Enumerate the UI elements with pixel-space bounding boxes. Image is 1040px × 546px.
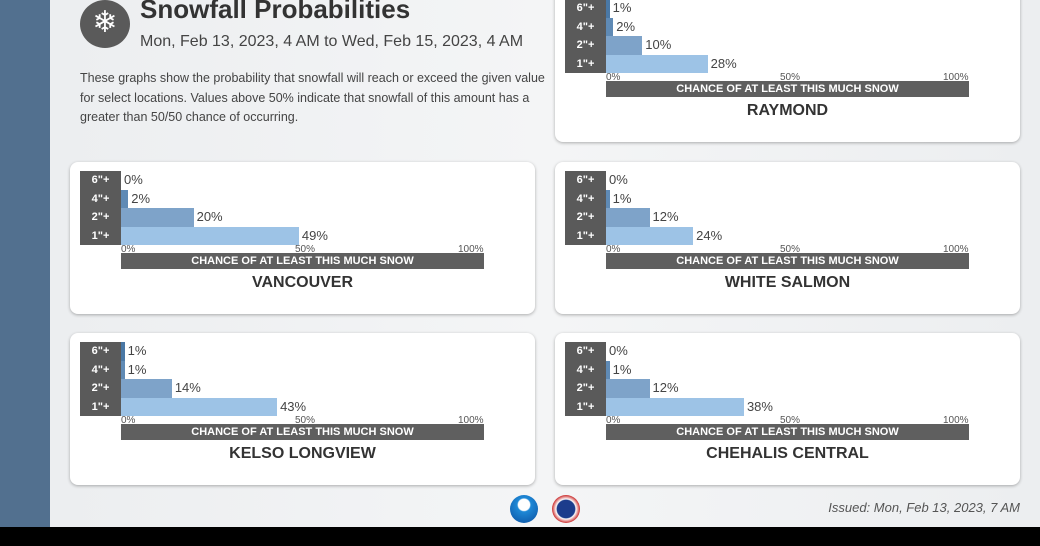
category-label: 4"+	[565, 360, 606, 379]
location-name: CHEHALIS CENTRAL	[706, 445, 869, 462]
location-name: KELSO LONGVIEW	[229, 445, 376, 462]
tick-label: 100%	[458, 415, 484, 426]
category-label: 1"+	[80, 226, 121, 245]
bar	[606, 54, 708, 73]
tick-label: 50%	[780, 72, 801, 83]
bar	[121, 208, 194, 227]
value-label: 20%	[196, 209, 223, 224]
category-label: 4"+	[565, 189, 606, 208]
category-label: 2"+	[565, 208, 606, 227]
tick-label: 100%	[458, 244, 484, 255]
value-label: 38%	[746, 398, 773, 414]
issued-timestamp: Issued: Mon, Feb 13, 2023, 7 AM	[828, 500, 1020, 515]
chart-panel: 6"+ 1% 4"+ 1% 2"+ 14% 1"+ 43% 0% 50% 100% CHANCE OF…	[70, 333, 535, 485]
bar	[606, 17, 614, 36]
value-label: 0%	[609, 343, 628, 358]
category-label: 2"+	[565, 36, 606, 55]
category-label: 6"+	[565, 171, 606, 190]
tick-label: 50%	[780, 244, 801, 255]
chart-panel: 6"+ 0% 4"+ 1% 2"+ 12% 1"+ 38% 0% 50% 100% CHANCE OF…	[555, 333, 1020, 485]
chart-panel: 6"+ 0% 4"+ 2% 2"+ 20% 1"+ 49% 0% 50% 100% CHANCE OF…	[70, 162, 535, 314]
bar	[606, 36, 643, 55]
page-title: Snowfall Probabilities	[140, 0, 411, 24]
value-label: 49%	[301, 227, 328, 243]
tick-label: 50%	[780, 415, 801, 426]
bar	[606, 226, 694, 245]
category-label: 1"+	[565, 54, 606, 73]
value-label: 1%	[612, 361, 632, 377]
category-label: 6"+	[565, 0, 606, 18]
category-label: 6"+	[80, 342, 121, 361]
value-label: 10%	[645, 37, 672, 52]
value-label: 24%	[696, 227, 723, 243]
bar	[606, 189, 610, 208]
description: These graphs show the probability that s…	[80, 71, 545, 124]
value-label: 14%	[174, 380, 201, 395]
bar	[606, 0, 610, 18]
bar	[121, 226, 299, 245]
location-name: WHITE SALMON	[724, 274, 851, 291]
bar	[606, 360, 610, 379]
bar	[121, 360, 125, 379]
bar	[121, 342, 125, 361]
date-range: Mon, Feb 13, 2023, 4 AM to Wed, Feb 15, …	[140, 33, 524, 50]
tick-label: 0%	[606, 415, 621, 426]
category-label: 4"+	[565, 17, 606, 36]
category-label: 1"+	[565, 226, 606, 245]
bar	[606, 397, 744, 416]
bar	[121, 189, 129, 208]
bar	[606, 379, 650, 398]
axis-label: CHANCE OF AT LEAST THIS MUCH SNOW	[121, 253, 484, 269]
axis-label: CHANCE OF AT LEAST THIS MUCH SNOW	[121, 424, 484, 440]
location-name: VANCOUVER	[251, 274, 354, 291]
noaa-logo	[510, 495, 538, 523]
value-label: 28%	[710, 55, 737, 71]
category-label: 4"+	[80, 189, 121, 208]
value-label: 1%	[127, 343, 147, 358]
value-label: 2%	[131, 190, 151, 206]
tick-label: 0%	[121, 244, 136, 255]
side-strip	[0, 0, 50, 527]
tick-label: 50%	[295, 244, 316, 255]
tick-label: 50%	[295, 415, 316, 426]
value-label: 12%	[652, 380, 679, 395]
location-name: RAYMOND	[746, 102, 829, 119]
bar	[121, 397, 278, 416]
value-label: 12%	[652, 209, 679, 224]
bar	[606, 208, 650, 227]
value-label: 0%	[124, 172, 143, 187]
value-label: 1%	[612, 0, 632, 15]
category-label: 2"+	[80, 208, 121, 227]
category-label: 1"+	[80, 397, 121, 416]
value-label: 1%	[127, 361, 147, 377]
tick-label: 0%	[606, 244, 621, 255]
snowflake-icon: ❄	[80, 0, 130, 48]
category-label: 2"+	[80, 379, 121, 398]
axis-label: CHANCE OF AT LEAST THIS MUCH SNOW	[606, 253, 969, 269]
tick-label: 0%	[121, 415, 136, 426]
category-label: 4"+	[80, 360, 121, 379]
nws-logo	[552, 495, 580, 523]
tick-label: 100%	[943, 244, 969, 255]
category-label: 6"+	[80, 171, 121, 190]
value-label: 2%	[616, 18, 636, 34]
tick-label: 100%	[943, 415, 969, 426]
value-label: 43%	[280, 398, 307, 414]
category-label: 2"+	[565, 379, 606, 398]
chart-panel: 6"+ 0% 4"+ 1% 2"+ 12% 1"+ 24% 0% 50% 100% CHANCE OF…	[555, 162, 1020, 314]
chart-panel: 6"+ 1% 4"+ 2% 2"+ 10% 1"+ 28% 0% 50% 100% CHANCE OF…	[555, 0, 1020, 142]
bar	[121, 379, 172, 398]
value-label: 1%	[612, 190, 632, 206]
axis-label: CHANCE OF AT LEAST THIS MUCH SNOW	[606, 424, 969, 440]
category-label: 6"+	[565, 342, 606, 361]
value-label: 0%	[609, 172, 628, 187]
category-label: 1"+	[565, 397, 606, 416]
tick-label: 0%	[606, 72, 621, 83]
axis-label: CHANCE OF AT LEAST THIS MUCH SNOW	[606, 81, 969, 97]
tick-label: 100%	[943, 72, 969, 83]
